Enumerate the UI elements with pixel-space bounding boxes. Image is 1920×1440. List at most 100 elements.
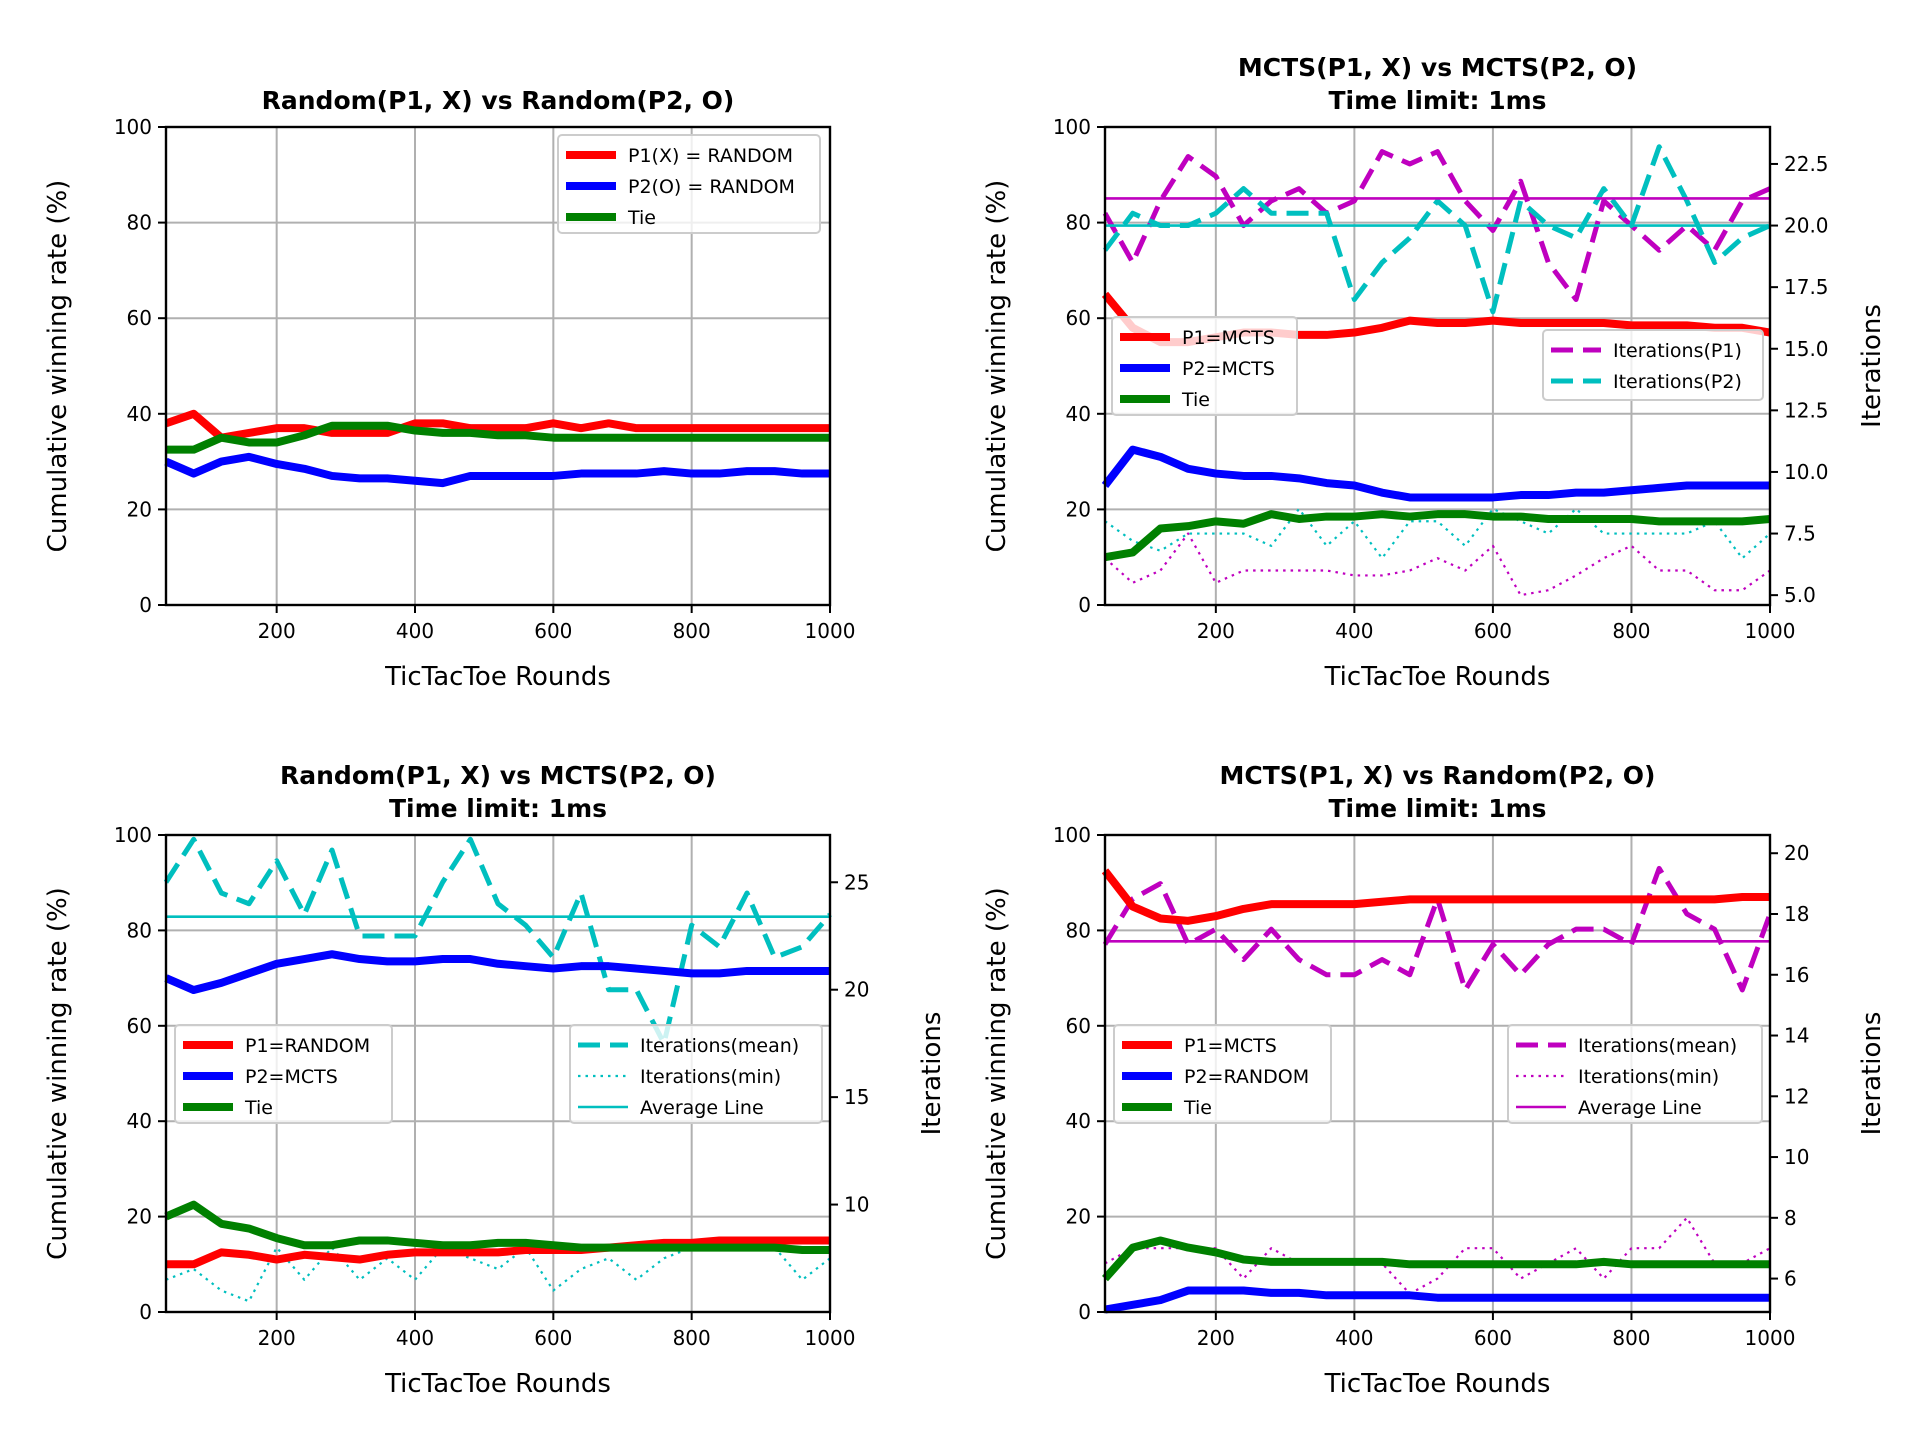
y-tick-label: 100 [1053, 823, 1091, 847]
x-tick-label: 600 [534, 619, 572, 643]
legend-entry: Average Line [640, 1097, 764, 1119]
plot-frame [1103, 833, 1772, 1314]
x-tick-label: 200 [258, 1326, 296, 1350]
x-tick-label: 1000 [805, 619, 856, 643]
x-tick-label: 400 [396, 1326, 434, 1350]
y-axis-label: Cumulative winning rate (%) [982, 887, 1012, 1260]
y-tick-label: 0 [139, 1300, 152, 1324]
chart-title: Random(P1, X) vs MCTS(P2, O) [280, 761, 716, 790]
legend-box [1111, 316, 1298, 416]
x-axis-label: TicTacToe Rounds [1324, 1369, 1551, 1399]
iterations-series-line [1102, 865, 1773, 993]
series-line-p1-random [166, 1236, 830, 1269]
x-tick-label: 800 [1612, 619, 1650, 643]
legend-box [174, 1024, 393, 1124]
iterations-series-line [1102, 144, 1772, 315]
y-tick-label: 40 [127, 402, 152, 426]
legend-entry: P1=MCTS [1182, 327, 1275, 349]
y-tick-label: 0 [139, 593, 152, 617]
x-tick-label: 200 [258, 619, 296, 643]
y2-tick-label: 10 [1784, 1145, 1809, 1169]
legend-entry: Tie [1183, 1097, 1212, 1119]
chart-title: Random(P1, X) vs Random(P2, O) [262, 86, 735, 115]
x-axis-label: TicTacToe Rounds [384, 1369, 611, 1399]
y2-tick-label: 20 [1784, 841, 1809, 865]
y2-tick-label: 20.0 [1784, 214, 1829, 238]
y2-tick-label: 8 [1784, 1206, 1797, 1230]
y2-tick-label: 25 [844, 870, 869, 894]
legend-box [1507, 1024, 1763, 1124]
legend-box [557, 134, 821, 234]
y-tick-label: 60 [1066, 306, 1091, 330]
y2-axis-label: Iterations [1857, 304, 1887, 428]
chart-title: Time limit: 1ms [1328, 86, 1546, 115]
y2-tick-label: 6 [1784, 1267, 1797, 1291]
y-axis-label: Cumulative winning rate (%) [43, 180, 73, 553]
chart-3: 200 400 600 800 1000 0 20 40 60 80 100 10 15 20 25 Iter… [43, 761, 947, 1399]
y2-tick-label: 18 [1784, 902, 1809, 926]
series-line-tie [166, 421, 830, 454]
legend-entry: Iterations(mean) [1578, 1035, 1737, 1057]
legend-entry: P2=MCTS [245, 1066, 338, 1088]
series-line-tie [164, 1200, 830, 1254]
y-tick-label: 20 [1066, 1205, 1091, 1229]
y2-tick-label: 7.5 [1784, 522, 1816, 546]
x-tick-label: 800 [1612, 1326, 1650, 1350]
series-line-p1-mcts [1101, 868, 1770, 925]
legend-entry: P1=RANDOM [245, 1035, 370, 1057]
x-tick-label: 200 [1197, 1326, 1235, 1350]
legend-entry: P2=RANDOM [1184, 1066, 1309, 1088]
plot-frame [1103, 125, 1772, 607]
y-tick-label: 80 [127, 918, 152, 942]
x-tick-label: 800 [673, 1326, 711, 1350]
y2-tick-label: 20 [844, 978, 869, 1002]
chart-2: 200 400 600 800 1000 0 20 40 60 80 100 5.0 7.5 10.0 12… [982, 53, 1887, 692]
series-line-tie [1102, 1236, 1770, 1282]
legend-entry: P2=MCTS [1182, 358, 1275, 380]
legend-box [1113, 1024, 1332, 1124]
plot-frame [164, 833, 832, 1314]
iterations-series-line [1104, 1216, 1771, 1295]
iterations-series-line [163, 836, 832, 1046]
iterations-series-line [1102, 149, 1772, 302]
series-line-p2-random [1104, 1286, 1770, 1314]
y2-axis-label: Iterations [1857, 1012, 1887, 1136]
legend-entry: Iterations(P2) [1613, 371, 1742, 393]
series-line-p1-x-random [164, 409, 830, 442]
x-tick-label: 1000 [805, 1326, 856, 1350]
legend-entry: Iterations(min) [1578, 1066, 1719, 1088]
y-tick-label: 0 [1078, 1300, 1091, 1324]
y2-tick-label: 12.5 [1784, 398, 1829, 422]
series-line-tie [1104, 510, 1771, 562]
chart-title: MCTS(P1, X) vs Random(P2, O) [1220, 761, 1656, 790]
y-tick-label: 60 [127, 306, 152, 330]
y-tick-label: 40 [1066, 1109, 1091, 1133]
y-tick-label: 40 [127, 1109, 152, 1133]
y2-tick-label: 17.5 [1784, 275, 1829, 299]
x-tick-label: 400 [1335, 619, 1373, 643]
series-line-p2-mcts [164, 950, 830, 995]
y2-tick-label: 12 [1784, 1084, 1809, 1108]
plot-frame [164, 125, 832, 607]
x-tick-label: 600 [1474, 1326, 1512, 1350]
y-tick-label: 40 [1066, 402, 1091, 426]
x-tick-label: 200 [1197, 619, 1235, 643]
legend-entry: Tie [627, 207, 656, 229]
chart-title: Time limit: 1ms [1328, 794, 1546, 823]
legend-entry: Iterations(mean) [640, 1035, 799, 1057]
x-tick-label: 600 [1474, 619, 1512, 643]
chart-4: 200 400 600 800 1000 0 20 40 60 80 100 6 8 10 12 14 16 18… [982, 761, 1887, 1399]
chart-title: Time limit: 1ms [389, 794, 607, 823]
x-tick-label: 600 [534, 1326, 572, 1350]
y2-tick-label: 14 [1784, 1024, 1809, 1048]
x-tick-label: 400 [1335, 1326, 1373, 1350]
x-tick-label: 400 [396, 619, 434, 643]
series-line-p2-o-random [164, 452, 830, 488]
iterations-series-line [1104, 532, 1771, 597]
chart-title: MCTS(P1, X) vs MCTS(P2, O) [1238, 53, 1637, 82]
legend-entry: Tie [244, 1097, 273, 1119]
x-axis-label: TicTacToe Rounds [1324, 662, 1551, 692]
legend-box [569, 1024, 823, 1124]
x-axis-label: TicTacToe Rounds [384, 662, 611, 692]
